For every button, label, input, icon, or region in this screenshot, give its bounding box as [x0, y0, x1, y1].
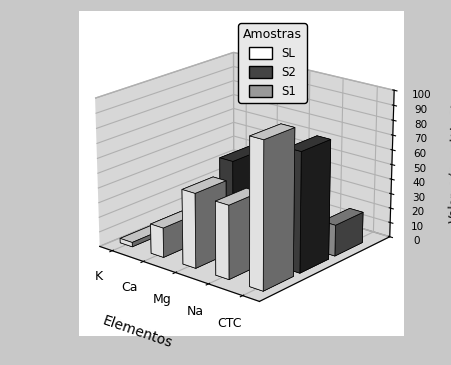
X-axis label: Elementos: Elementos — [101, 313, 174, 350]
Legend: SL, S2, S1: SL, S2, S1 — [239, 23, 307, 103]
